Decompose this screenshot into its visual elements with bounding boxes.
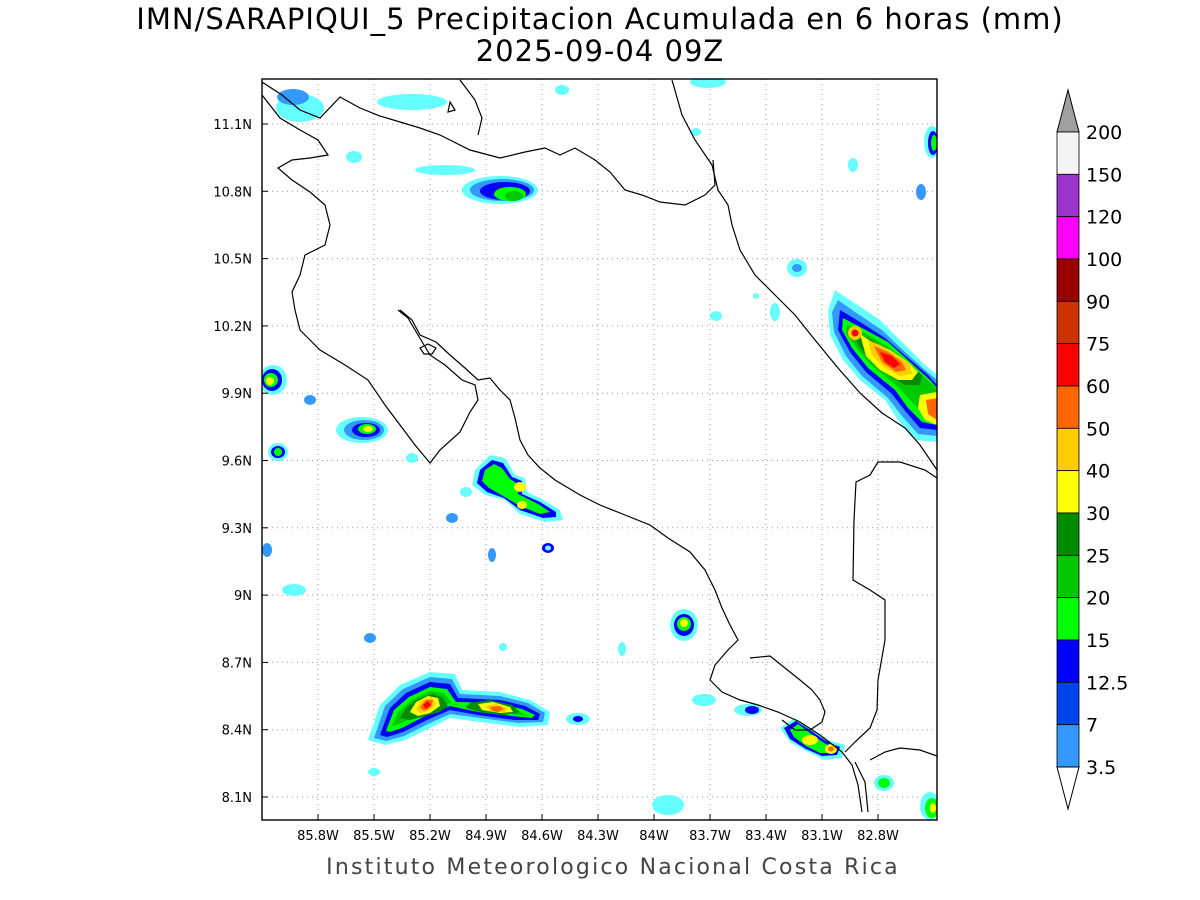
colorbar-box bbox=[1056, 724, 1080, 768]
lon-tick-label: 83.7W bbox=[689, 829, 731, 844]
chart-subtitle-date: 2025-09-04 09Z bbox=[475, 34, 725, 68]
colorbar-upper-arrow bbox=[1056, 88, 1080, 133]
colorbar-level-label: 40 bbox=[1086, 461, 1110, 483]
lon-tick-label: 84W bbox=[639, 829, 669, 844]
colorbar-level-label: 30 bbox=[1086, 503, 1110, 525]
precip-cell-nicoya bbox=[262, 365, 388, 461]
caribbean-coast bbox=[671, 79, 937, 471]
colorbar-box bbox=[1056, 343, 1080, 387]
colorbar-box bbox=[1056, 470, 1080, 514]
colorbar-level-label: 3.5 bbox=[1086, 757, 1116, 779]
lat-tick-label: 8.7N bbox=[222, 656, 252, 671]
lat-tick-label: 8.1N bbox=[222, 791, 252, 806]
lat-tick-label: 8.4N bbox=[222, 724, 252, 739]
colorbar-level-label: 7 bbox=[1086, 715, 1098, 737]
lon-tick-label: 84.6W bbox=[521, 829, 563, 844]
map-grid bbox=[262, 79, 937, 820]
lon-tick-label: 85.2W bbox=[409, 829, 451, 844]
colorbar-lower-arrow bbox=[1056, 766, 1080, 811]
burica bbox=[854, 761, 869, 813]
lat-tick-label: 9.6N bbox=[222, 455, 252, 470]
colorbar-box bbox=[1056, 597, 1080, 641]
colorbar-level-label: 50 bbox=[1086, 418, 1110, 440]
colorbar-legend: 200 150 120 100 90 75 60 50 40 30 25 20 15 12.5 7 3.5 bbox=[1056, 88, 1128, 811]
lat-tick-label: 10.2N bbox=[213, 320, 252, 335]
colorbar-box bbox=[1056, 173, 1080, 218]
lon-tick-label: 85.8W bbox=[297, 829, 339, 844]
lat-tick-label: 9N bbox=[234, 589, 252, 604]
gulf-of-nicoya-east bbox=[399, 309, 863, 813]
lon-tick-label: 83.1W bbox=[801, 829, 843, 844]
colorbar-box bbox=[1056, 131, 1080, 175]
san-juan-river bbox=[459, 79, 483, 136]
lat-tick-label: 10.8N bbox=[213, 185, 252, 200]
osa-peninsula bbox=[749, 655, 826, 731]
lake-detail bbox=[447, 100, 456, 113]
lon-tick-label: 84.9W bbox=[465, 829, 507, 844]
colorbar-box bbox=[1056, 258, 1080, 302]
colorbar-level-label: 20 bbox=[1086, 588, 1110, 610]
colorbar-box bbox=[1056, 385, 1080, 429]
colorbar-level-label: 100 bbox=[1086, 249, 1122, 271]
precip-cell-gulf bbox=[472, 455, 563, 553]
colorbar-box bbox=[1056, 300, 1080, 345]
chart-title: IMN/SARAPIQUI_5 Precipitacion Acumulada … bbox=[136, 2, 1064, 36]
precip-cell-north bbox=[377, 94, 538, 204]
map-frame bbox=[261, 78, 938, 821]
lon-tick-label: 82.8W bbox=[857, 829, 899, 844]
coastline bbox=[262, 79, 937, 813]
colorbar-level-label: 90 bbox=[1086, 291, 1110, 313]
panama-south bbox=[869, 747, 937, 761]
colorbar-box bbox=[1056, 216, 1080, 260]
nicaragua-border bbox=[262, 81, 716, 206]
lat-tick-label: 9.3N bbox=[222, 522, 252, 537]
colorbar-box bbox=[1056, 427, 1080, 472]
colorbar-level-label: 200 bbox=[1086, 122, 1122, 144]
nicoya-island bbox=[419, 343, 437, 355]
lat-tick-label: 11.1N bbox=[213, 118, 252, 133]
panama-border bbox=[844, 461, 937, 753]
colorbar-box bbox=[1056, 554, 1080, 599]
colorbar-box bbox=[1056, 512, 1080, 556]
precipitation-fields bbox=[262, 79, 937, 820]
colorbar-box bbox=[1056, 681, 1080, 726]
precip-cell-caribbean bbox=[828, 290, 937, 442]
colorbar-level-label: 12.5 bbox=[1086, 672, 1128, 694]
lon-tick-label: 83.4W bbox=[745, 829, 787, 844]
colorbar-level-label: 15 bbox=[1086, 630, 1110, 652]
lon-tick-label: 85.5W bbox=[353, 829, 395, 844]
colorbar-level-label: 150 bbox=[1086, 164, 1122, 186]
colorbar-level-label: 120 bbox=[1086, 207, 1122, 229]
colorbar-box bbox=[1056, 639, 1080, 683]
lat-tick-label: 9.9N bbox=[222, 387, 252, 402]
precip-cell-central-pacific bbox=[566, 609, 698, 725]
footer-credit: Instituto Meteorologico Nacional Costa R… bbox=[326, 855, 900, 880]
precip-cell-pacific-south bbox=[368, 672, 550, 745]
precip-cell-osa-border bbox=[652, 694, 937, 820]
longitude-ticks: 85.8W 85.5W 85.2W 84.9W 84.6W 84.3W 84W 83.7W 83… bbox=[297, 814, 899, 844]
colorbar-level-label: 25 bbox=[1086, 545, 1110, 567]
pacific-coast-north bbox=[262, 94, 479, 464]
colorbar-level-label: 75 bbox=[1086, 334, 1110, 356]
precip-scatter-small bbox=[262, 85, 759, 776]
lat-tick-label: 10.5N bbox=[213, 253, 252, 268]
latitude-ticks: 11.1N 10.8N 10.5N 10.2N 9.9N 9.6N 9.3N 9N 8.7N 8.… bbox=[213, 118, 268, 806]
colorbar-level-label: 60 bbox=[1086, 376, 1110, 398]
precip-cell-limon-north bbox=[690, 79, 937, 321]
lon-tick-label: 84.3W bbox=[577, 829, 619, 844]
